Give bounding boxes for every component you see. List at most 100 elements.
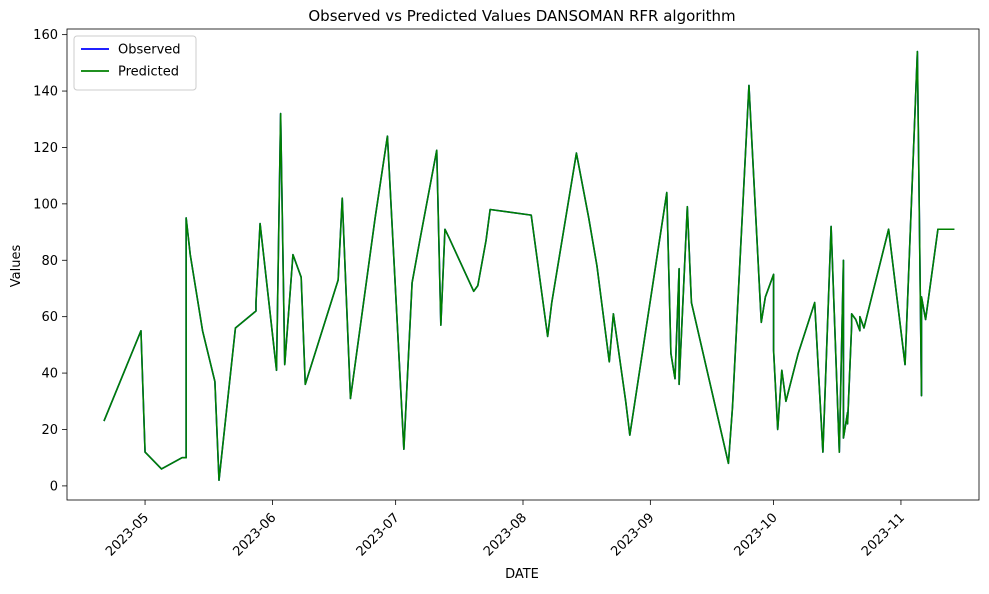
y-tick-label: 0 [50,479,58,494]
data-point-predicted [218,479,220,481]
data-point-predicted [477,285,479,287]
data-point-predicted [859,316,861,318]
data-point-predicted [728,463,730,465]
x-axis-label: DATE [505,567,539,582]
data-point-predicted [530,214,532,216]
data-point-predicted [863,327,865,329]
data-point-predicted [904,364,906,366]
data-point-predicted [859,330,861,332]
data-point-predicted [797,353,799,355]
data-point-predicted [489,209,491,211]
data-point-predicted [847,412,849,414]
data-point-predicted [547,336,549,338]
data-point-predicted [292,254,294,256]
data-point-predicted [666,192,668,194]
data-point-predicted [259,223,261,225]
data-point-predicted [181,457,183,459]
data-point-predicted [937,228,939,230]
data-point-predicted [185,217,187,219]
data-point-predicted [765,296,767,298]
legend-label-observed: Observed [118,43,181,58]
data-point-predicted [830,226,832,228]
data-point-predicted [678,384,680,386]
data-point-predicted [420,237,422,239]
data-point-predicted [760,322,762,324]
data-point-predicted [773,350,775,352]
data-point-predicted [473,290,475,292]
data-point-predicted [284,364,286,366]
y-tick-label: 20 [41,423,58,438]
data-point-predicted [185,457,187,459]
data-point-predicted [387,135,389,137]
data-point-predicted [304,384,306,386]
data-point-predicted [436,149,438,151]
y-tick-label: 80 [41,254,58,269]
data-point-predicted [921,296,923,298]
data-point-predicted [276,369,278,371]
data-point-predicted [255,302,257,304]
data-point-predicted [670,353,672,355]
y-tick-label: 120 [33,141,58,156]
data-point-predicted [341,197,343,199]
plot-area [103,50,956,482]
data-point-predicted [608,361,610,363]
data-point-predicted [440,324,442,326]
data-point-predicted [925,319,927,321]
data-point-predicted [785,400,787,402]
data-point-predicted [687,206,689,208]
data-point-predicted [255,310,257,312]
data-point-predicted [337,279,339,281]
data-point-predicted [732,406,734,408]
data-point-predicted [847,423,849,425]
y-tick-label: 100 [33,197,58,212]
data-point-predicted [140,330,142,332]
data-point-predicted [843,259,845,261]
y-tick-label: 60 [41,310,58,325]
data-point-predicted [691,302,693,304]
data-point-predicted [280,113,282,115]
data-point-predicted [374,217,376,219]
data-point-predicted [773,274,775,276]
data-point-predicted [678,268,680,270]
data-point-predicted [161,468,163,470]
data-point-predicted [839,451,841,453]
y-axis-label: Values [9,245,24,288]
data-point-predicted [954,228,956,230]
chart-title: Observed vs Predicted Values DANSOMAN RF… [308,7,735,25]
data-point-predicted [822,451,824,453]
data-point-predicted [888,228,890,230]
data-point-predicted [403,448,405,450]
data-point-predicted [629,434,631,436]
data-point-predicted [551,302,553,304]
data-point-predicted [851,313,853,315]
data-point-predicted [103,420,105,422]
data-point-predicted [613,313,615,315]
data-point-predicted [777,429,779,431]
y-tick-label: 160 [33,28,58,43]
legend-label-predicted: Predicted [118,65,179,80]
data-point-predicted [235,327,237,329]
data-point-predicted [851,324,853,326]
data-point-predicted [411,282,413,284]
data-point-predicted [941,228,943,230]
data-point-predicted [214,381,216,383]
data-point-predicted [448,237,450,239]
data-point-predicted [748,85,750,87]
data-point-predicted [300,276,302,278]
data-point-predicted [921,395,923,397]
data-point-predicted [625,400,627,402]
series-line-predicted [103,50,955,482]
data-point-predicted [588,217,590,219]
data-point-predicted [596,265,598,267]
data-point-predicted [843,437,845,439]
data-point-predicted [945,228,947,230]
data-point-predicted [781,369,783,371]
data-point-predicted [189,254,191,256]
data-point-predicted [350,398,352,400]
data-point-predicted [485,240,487,242]
data-point-predicted [855,319,857,321]
data-point-predicted [202,330,204,332]
